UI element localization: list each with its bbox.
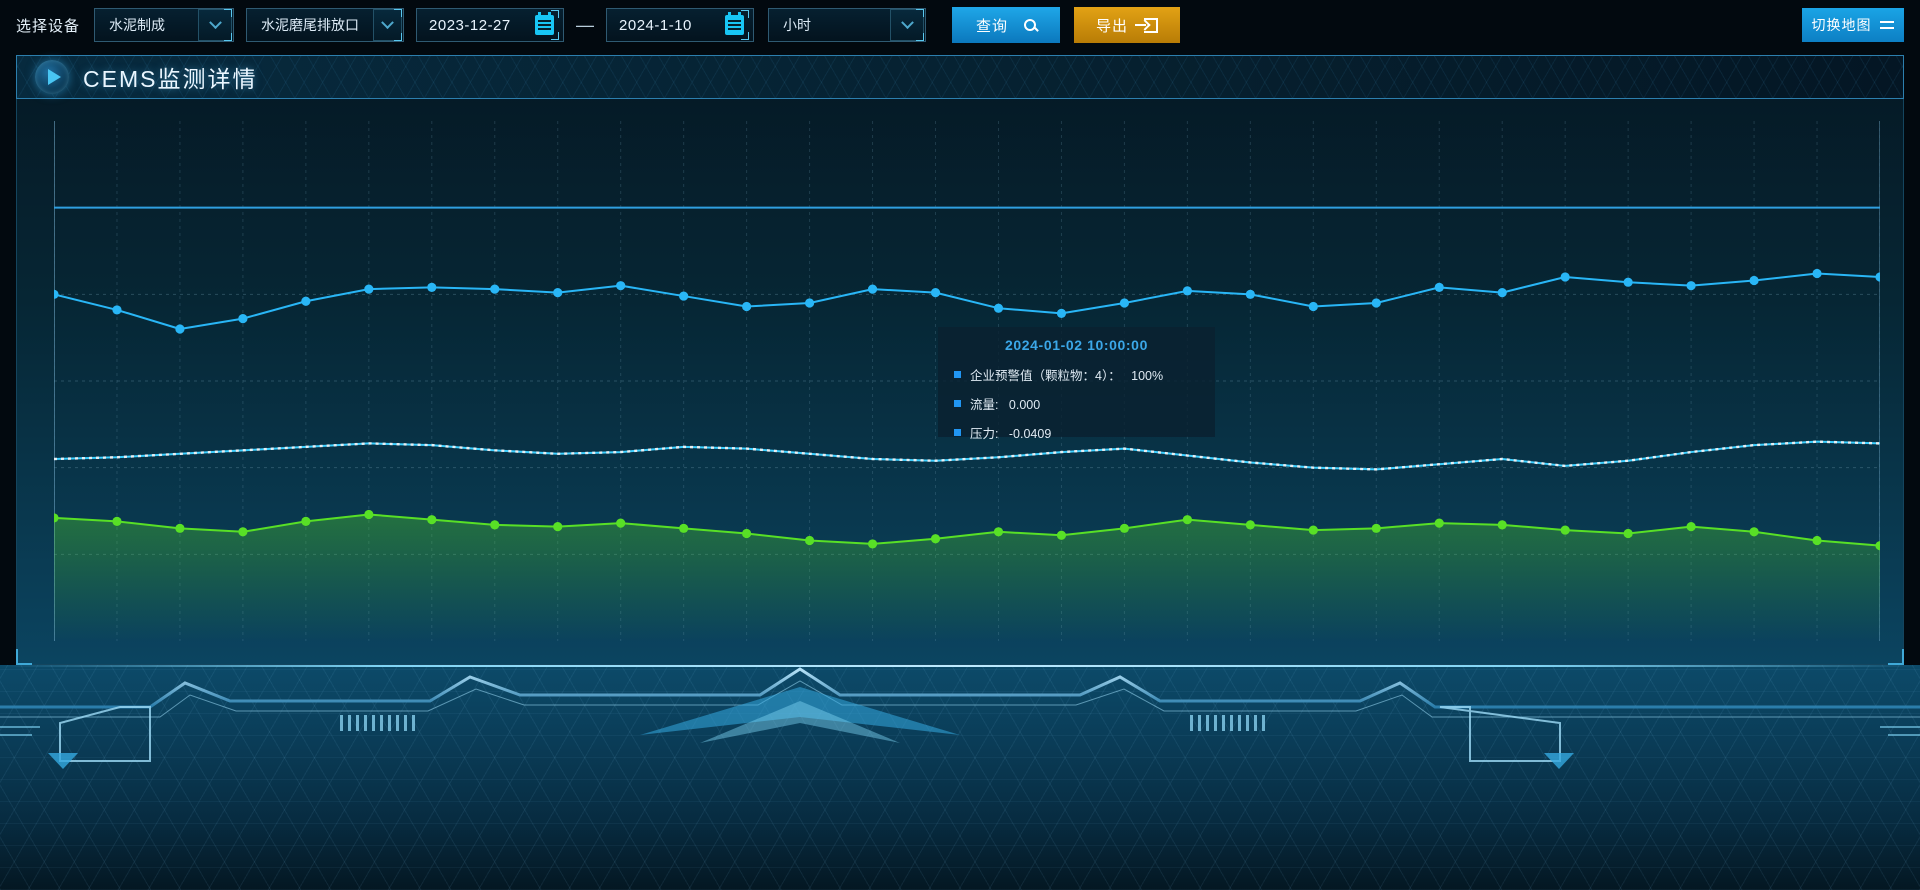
cems-chart: 12-27 1712-28 0312-28 1312-28 2312-29 09… [16,99,1904,731]
granularity-select-value: 小时 [783,17,812,33]
query-button-label: 查询 [976,17,1009,35]
tooltip-row-text: 企业预警值（颗粒物：4）： 100% [970,369,1164,383]
chevron-down-icon[interactable] [890,9,925,41]
panel-corner-bl [16,649,32,665]
footer-top-glow [0,665,1920,667]
export-button-label: 导出 [1096,17,1129,35]
top-toolbar: 选择设备 水泥制成 水泥磨尾排放口 2023-12-27 — 2024-1-10… [0,0,1920,50]
export-icon [1135,17,1159,33]
tooltip-marker-icon [954,429,961,436]
select-device-label: 选择设备 [16,17,81,35]
start-date-input[interactable]: 2023-12-27 [416,8,565,42]
start-date-value: 2023-12-27 [429,16,511,34]
tooltip-row-text: 压力: -0.0409 [970,427,1052,441]
chart-tooltip: 2024-01-02 10:00:00 企业预警值（颗粒物：4）： 100% 流量… [938,327,1215,441]
tooltip-marker-icon [954,400,961,407]
tooltip-title: 2024-01-02 10:00:00 [1005,337,1148,353]
tooltip-row: 流量: 0.000 [954,394,1199,413]
device-select-value: 水泥制成 [109,17,166,33]
date-range-separator: — [576,14,595,35]
tooltip-row: 企业预警值（颗粒物：4）： 100% [954,365,1199,384]
granularity-select[interactable]: 小时 [768,8,927,42]
tooltip-row: 压力: -0.0409 [954,423,1199,442]
panel-corner-br [1888,649,1904,665]
export-button[interactable]: 导出 [1074,7,1181,43]
chart-plot-area[interactable] [54,121,1880,641]
panel-title-bar: CEMS监测详情 [16,55,1904,99]
device-select[interactable]: 水泥制成 [94,8,235,42]
chevron-down-icon[interactable] [198,9,233,41]
search-icon [1024,19,1037,31]
calendar-icon[interactable] [719,10,750,40]
page-title: CEMS监测详情 [83,66,258,92]
tooltip-row-text: 流量: 0.000 [970,398,1041,412]
tooltip-marker-icon [954,371,961,378]
end-date-input[interactable]: 2024-1-10 [606,8,755,42]
outlet-select-value: 水泥磨尾排放口 [261,17,360,33]
calendar-icon[interactable] [529,10,560,40]
footer-hud-graphic [0,667,1920,769]
left-edge [0,50,16,665]
switch-map-label: 切换地图 [1811,17,1872,33]
end-date-value: 2024-1-10 [619,16,692,34]
hud-footer [0,665,1920,890]
query-button[interactable]: 查询 [952,7,1061,43]
swap-icon [1879,19,1895,31]
right-edge [1904,50,1920,665]
chevron-down-icon[interactable] [373,9,403,41]
play-icon [35,60,69,94]
outlet-select[interactable]: 水泥磨尾排放口 [246,8,405,42]
switch-map-button[interactable]: 切换地图 [1802,8,1904,42]
